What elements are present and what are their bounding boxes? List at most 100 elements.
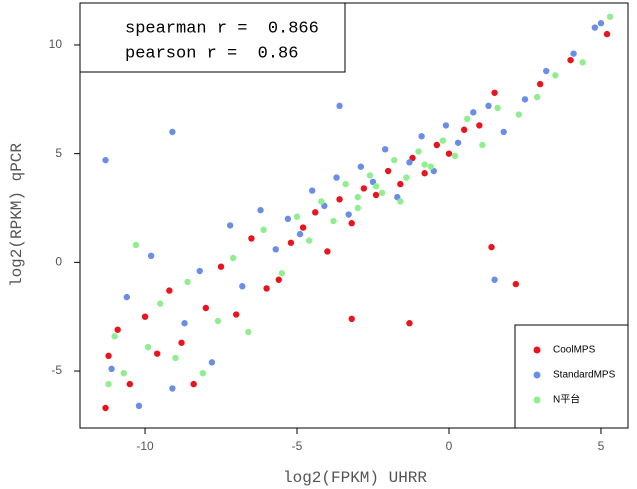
point: [354, 193, 361, 201]
point: [226, 222, 234, 229]
point: [381, 146, 389, 153]
point: [378, 189, 386, 196]
point: [543, 67, 550, 75]
y-tick-label: 0: [55, 255, 62, 269]
point: [360, 185, 368, 192]
point: [287, 239, 295, 246]
point: [102, 404, 109, 412]
annotation-box: [79, 2, 346, 73]
point: [454, 139, 462, 146]
point: [111, 333, 118, 340]
legend-swatch: [533, 371, 541, 379]
x-tick-label: -10: [136, 439, 154, 453]
x-tick-label: 0: [446, 439, 453, 453]
y-tick-label: 5: [55, 146, 62, 160]
point: [470, 109, 477, 116]
point: [257, 206, 264, 214]
point: [132, 241, 140, 249]
point: [172, 354, 179, 362]
point: [229, 254, 237, 262]
point: [354, 204, 361, 212]
point: [199, 370, 206, 377]
point: [488, 243, 495, 251]
point: [345, 211, 352, 218]
point: [178, 339, 185, 346]
point: [421, 170, 428, 177]
point: [384, 167, 392, 175]
point: [296, 230, 304, 238]
point: [567, 56, 574, 64]
point: [208, 359, 216, 366]
point: [330, 217, 337, 225]
point: [591, 24, 599, 31]
point: [348, 315, 355, 323]
point: [126, 380, 134, 388]
point: [491, 89, 498, 96]
point: [515, 111, 523, 118]
point: [397, 180, 404, 188]
point: [494, 104, 501, 112]
point: [114, 326, 121, 333]
point: [491, 276, 498, 283]
point: [169, 385, 176, 392]
point: [372, 191, 380, 199]
point: [403, 174, 410, 181]
point: [275, 276, 282, 283]
point: [451, 152, 459, 160]
point: [500, 128, 507, 136]
point: [406, 320, 413, 327]
point: [181, 320, 188, 327]
legend-swatch: [533, 346, 541, 354]
point: [445, 150, 453, 157]
point: [421, 161, 428, 168]
point: [309, 187, 316, 194]
point: [427, 163, 434, 170]
point: [263, 285, 270, 292]
y-axis-label: log2(RPKM) qPCR: [8, 143, 26, 287]
point: [460, 126, 468, 133]
x-axis-label: log2(FPKM) UHRR: [283, 469, 427, 487]
point: [123, 293, 131, 301]
point: [105, 380, 112, 388]
point: [521, 96, 529, 103]
point: [166, 287, 173, 294]
legend-label: N平台: [553, 393, 580, 406]
point: [570, 50, 577, 57]
point: [603, 30, 611, 38]
point: [391, 156, 398, 164]
point: [536, 80, 544, 88]
point: [278, 270, 286, 277]
point: [196, 267, 203, 275]
point: [141, 313, 149, 320]
point: [102, 156, 109, 164]
point: [312, 209, 319, 216]
point: [418, 133, 425, 140]
legend-swatch: [533, 396, 541, 404]
point: [439, 137, 447, 144]
point: [324, 248, 331, 255]
point: [214, 317, 222, 325]
point: [184, 278, 191, 286]
point: [248, 235, 255, 242]
point: [299, 224, 307, 231]
point: [406, 159, 413, 166]
point: [485, 102, 492, 110]
point: [190, 380, 197, 388]
point: [233, 311, 240, 318]
x-tick-label: 5: [598, 439, 605, 453]
point: [144, 343, 152, 351]
point: [105, 352, 112, 360]
point: [245, 328, 252, 336]
point: [397, 198, 404, 205]
point: [479, 141, 486, 149]
point: [606, 13, 614, 20]
point: [169, 128, 176, 136]
point: [260, 226, 267, 233]
point: [135, 402, 143, 410]
point: [433, 141, 441, 149]
legend-label: StandardMPS: [553, 370, 616, 381]
point: [464, 115, 471, 123]
point: [120, 370, 127, 377]
point: [157, 300, 164, 307]
